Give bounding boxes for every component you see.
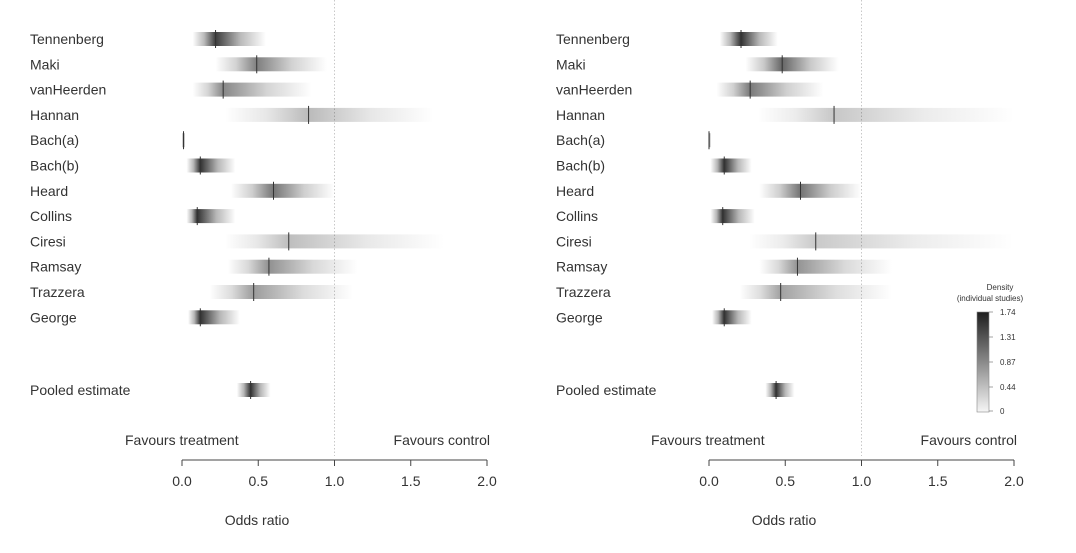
density-strip-bach-a xyxy=(709,133,711,148)
study-label: Tennenberg xyxy=(556,31,630,47)
density-strip-ciresi xyxy=(748,234,1014,249)
study-label: Ramsay xyxy=(30,259,81,275)
density-strip-heard xyxy=(759,183,862,198)
study-label: Collins xyxy=(30,208,72,224)
study-label: George xyxy=(556,309,603,325)
study-label: Bach(b) xyxy=(556,158,605,174)
x-tick-label: 1.5 xyxy=(928,473,948,489)
favours-treatment-label: Favours treatment xyxy=(125,432,239,448)
panel-right: Tennenberg Maki vanHeerden Hannan Bach(a) Bac… xyxy=(556,0,1024,528)
x-tick-label: 2.0 xyxy=(477,473,497,489)
study-label: Trazzera xyxy=(556,284,611,300)
x-axis-label: Odds ratio xyxy=(752,512,817,528)
study-label: Heard xyxy=(556,183,594,199)
panel-left: Tennenberg Maki vanHeerden Hannan Bach(a) Bac… xyxy=(30,0,497,528)
x-tick-label: 0.5 xyxy=(776,473,796,489)
density-strip-collins xyxy=(186,209,236,224)
pooled-label: Pooled estimate xyxy=(30,382,131,398)
density-strip-ramsay xyxy=(227,259,358,274)
density-strip-vanheerden xyxy=(716,82,824,97)
density-strip-tennenberg xyxy=(719,32,778,46)
panels: Tennenberg Maki vanHeerden Hannan Bach(a) Bac… xyxy=(30,0,1024,528)
study-label: Hannan xyxy=(556,107,605,123)
pooled-density-strip xyxy=(236,383,271,397)
study-label: George xyxy=(30,309,77,325)
study-label: vanHeerden xyxy=(556,82,632,98)
density-strip-tennenberg xyxy=(192,32,266,46)
study-label: Ramsay xyxy=(556,259,607,275)
legend-subtitle: (individual studies) xyxy=(957,294,1024,303)
density-strip-bach-b xyxy=(710,158,752,173)
study-label: Ciresi xyxy=(556,233,592,249)
favours-control-label: Favours control xyxy=(921,432,1017,448)
study-label: Maki xyxy=(30,56,60,72)
density-strip-ramsay xyxy=(759,259,892,274)
x-tick-label: 0.0 xyxy=(172,473,192,489)
study-label: vanHeerden xyxy=(30,82,106,98)
density-strip-collins xyxy=(710,209,755,224)
study-label: Maki xyxy=(556,56,586,72)
favours-control-label: Favours control xyxy=(394,432,490,448)
legend-tick-label: 0.87 xyxy=(1000,358,1016,367)
x-tick-label: 1.0 xyxy=(325,473,345,489)
legend-tick-label: 1.31 xyxy=(1000,333,1016,342)
density-strip-ciresi xyxy=(224,234,445,249)
density-strip-heard xyxy=(230,183,335,198)
study-label: Trazzera xyxy=(30,284,85,300)
study-label: Hannan xyxy=(30,107,79,123)
pooled-density-strip xyxy=(765,383,795,397)
study-label: Heard xyxy=(30,183,68,199)
density-strip-george xyxy=(712,310,752,325)
density-strip-trazzera xyxy=(739,285,892,299)
density-legend: Density (individual studies) 1.74 1.31 0.87 0… xyxy=(957,283,1024,416)
density-strip-george xyxy=(188,310,240,325)
legend-color-bar xyxy=(976,311,990,413)
study-label: Bach(a) xyxy=(556,132,605,148)
study-label: Bach(b) xyxy=(30,158,79,174)
legend-tick-label: 1.74 xyxy=(1000,308,1016,317)
x-tick-label: 2.0 xyxy=(1004,473,1024,489)
x-axis-label: Odds ratio xyxy=(225,512,290,528)
density-strip-trazzera xyxy=(209,285,353,299)
density-strip-hannan xyxy=(757,107,1014,122)
study-label: Ciresi xyxy=(30,233,66,249)
density-strip-vanheerden xyxy=(192,82,312,97)
density-strip-hannan xyxy=(224,107,434,122)
x-tick-label: 0.0 xyxy=(699,473,719,489)
study-label: Collins xyxy=(556,208,598,224)
x-tick-label: 1.0 xyxy=(852,473,872,489)
legend-tick-label: 0.44 xyxy=(1000,383,1016,392)
legend-tick-label: 0 xyxy=(1000,407,1005,416)
pooled-label: Pooled estimate xyxy=(556,382,657,398)
legend-title: Density xyxy=(987,283,1014,292)
density-strip-maki xyxy=(745,57,839,72)
density-strip-bach-b xyxy=(186,158,236,173)
favours-treatment-label: Favours treatment xyxy=(651,432,765,448)
x-tick-label: 1.5 xyxy=(401,473,421,489)
x-tick-label: 0.5 xyxy=(249,473,269,489)
study-label: Bach(a) xyxy=(30,132,79,148)
study-label: Tennenberg xyxy=(30,31,104,47)
density-strip-maki xyxy=(215,57,327,72)
